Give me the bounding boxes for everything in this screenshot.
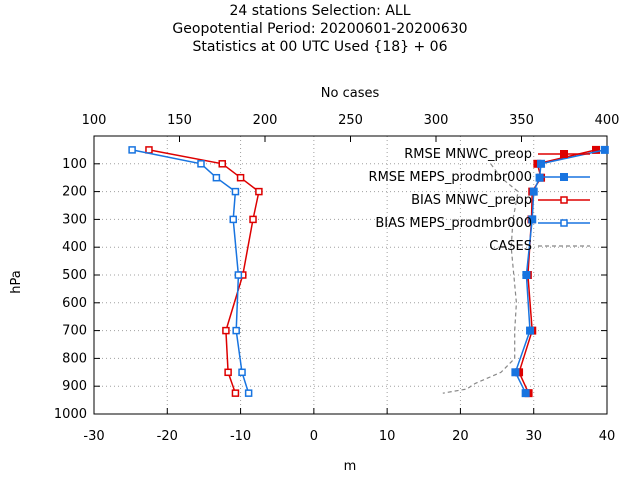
x-tick-label: -30	[83, 429, 104, 444]
y-tick-label: 900	[62, 379, 87, 394]
series-1	[511, 145, 609, 398]
y-tick-label: 800	[62, 351, 87, 366]
data-point	[229, 215, 237, 224]
legend-label: RMSE MEPS_prodmbr000	[369, 170, 532, 185]
y-tick-label: 100	[62, 157, 87, 172]
data-point	[238, 368, 246, 377]
legend-marker	[560, 196, 568, 204]
data-point	[592, 145, 601, 154]
data-point	[231, 187, 240, 196]
data-point	[600, 145, 609, 154]
y-tick-label: 300	[62, 212, 87, 227]
series-line	[442, 163, 519, 394]
data-point	[234, 271, 243, 279]
data-point	[249, 215, 257, 224]
data-point	[255, 187, 263, 196]
series-2	[145, 146, 263, 397]
y-tick-label: 400	[62, 240, 87, 255]
x2-tick-label: 250	[338, 113, 363, 128]
data-point	[232, 326, 240, 335]
series-3	[128, 146, 253, 397]
x2-tick-label: 150	[167, 113, 192, 128]
x-tick-label: 0	[310, 429, 318, 444]
chart-title-line-1: 24 stations Selection: ALL	[229, 3, 411, 19]
data-point	[128, 146, 136, 154]
x2-axis-label: No cases	[321, 86, 380, 101]
data-point	[522, 271, 531, 279]
data-point	[197, 160, 205, 168]
data-point	[145, 146, 153, 154]
legend: RMSE MNWC_preop RMSE MEPS_prodmbr000 BIAS …	[369, 147, 590, 254]
grid	[94, 136, 607, 414]
legend-label: BIAS MEPS_prodmbr000	[375, 216, 532, 231]
x2-tick-label: 400	[595, 113, 620, 128]
legend-marker	[560, 150, 568, 158]
y-tick-label: 1000	[54, 407, 87, 422]
x-axis-label: m	[344, 459, 357, 474]
x-tick-label: 10	[379, 429, 396, 444]
data-point	[521, 389, 530, 398]
y-axis-label: hPa	[9, 270, 24, 293]
legend-label: RMSE MNWC_preop	[404, 147, 532, 162]
data-point	[528, 215, 537, 224]
legend-label: BIAS MNWC_preop	[411, 193, 532, 208]
data-point	[511, 368, 520, 377]
data-point	[231, 389, 240, 397]
series-line	[131, 149, 250, 394]
x2-tick-label: 300	[424, 113, 449, 128]
y-tick-label: 500	[62, 268, 87, 283]
x-tick-label: -20	[157, 429, 178, 444]
data-point	[222, 326, 230, 335]
x2-tick-label: 200	[253, 113, 278, 128]
data-point	[526, 326, 535, 335]
data-point	[218, 160, 226, 168]
series-4	[442, 163, 519, 394]
data-point	[236, 173, 245, 182]
x-tick-label: 20	[452, 429, 469, 444]
legend-marker	[560, 219, 568, 227]
legend-label: CASES	[489, 239, 532, 254]
x-tick-label: 30	[525, 429, 542, 444]
data-point	[224, 368, 232, 377]
x-tick-label: -10	[230, 429, 251, 444]
chart-title-line-2: Geopotential Period: 20200601-20200630	[172, 21, 468, 37]
y-tick-label: 600	[62, 296, 87, 311]
y-tick-label: 700	[62, 324, 87, 339]
data-point	[244, 389, 253, 397]
legend-marker	[560, 173, 568, 181]
chart-title-line-3: Statistics at 00 UTC Used {18} + 06	[192, 39, 448, 55]
x-tick-label: 40	[599, 429, 616, 444]
x2-tick-label: 350	[509, 113, 534, 128]
data-point	[212, 173, 221, 182]
series-group	[128, 145, 609, 398]
x2-tick-label: 100	[82, 113, 107, 128]
data-point	[529, 187, 538, 196]
y-tick-label: 200	[62, 185, 87, 200]
data-point	[537, 159, 546, 168]
